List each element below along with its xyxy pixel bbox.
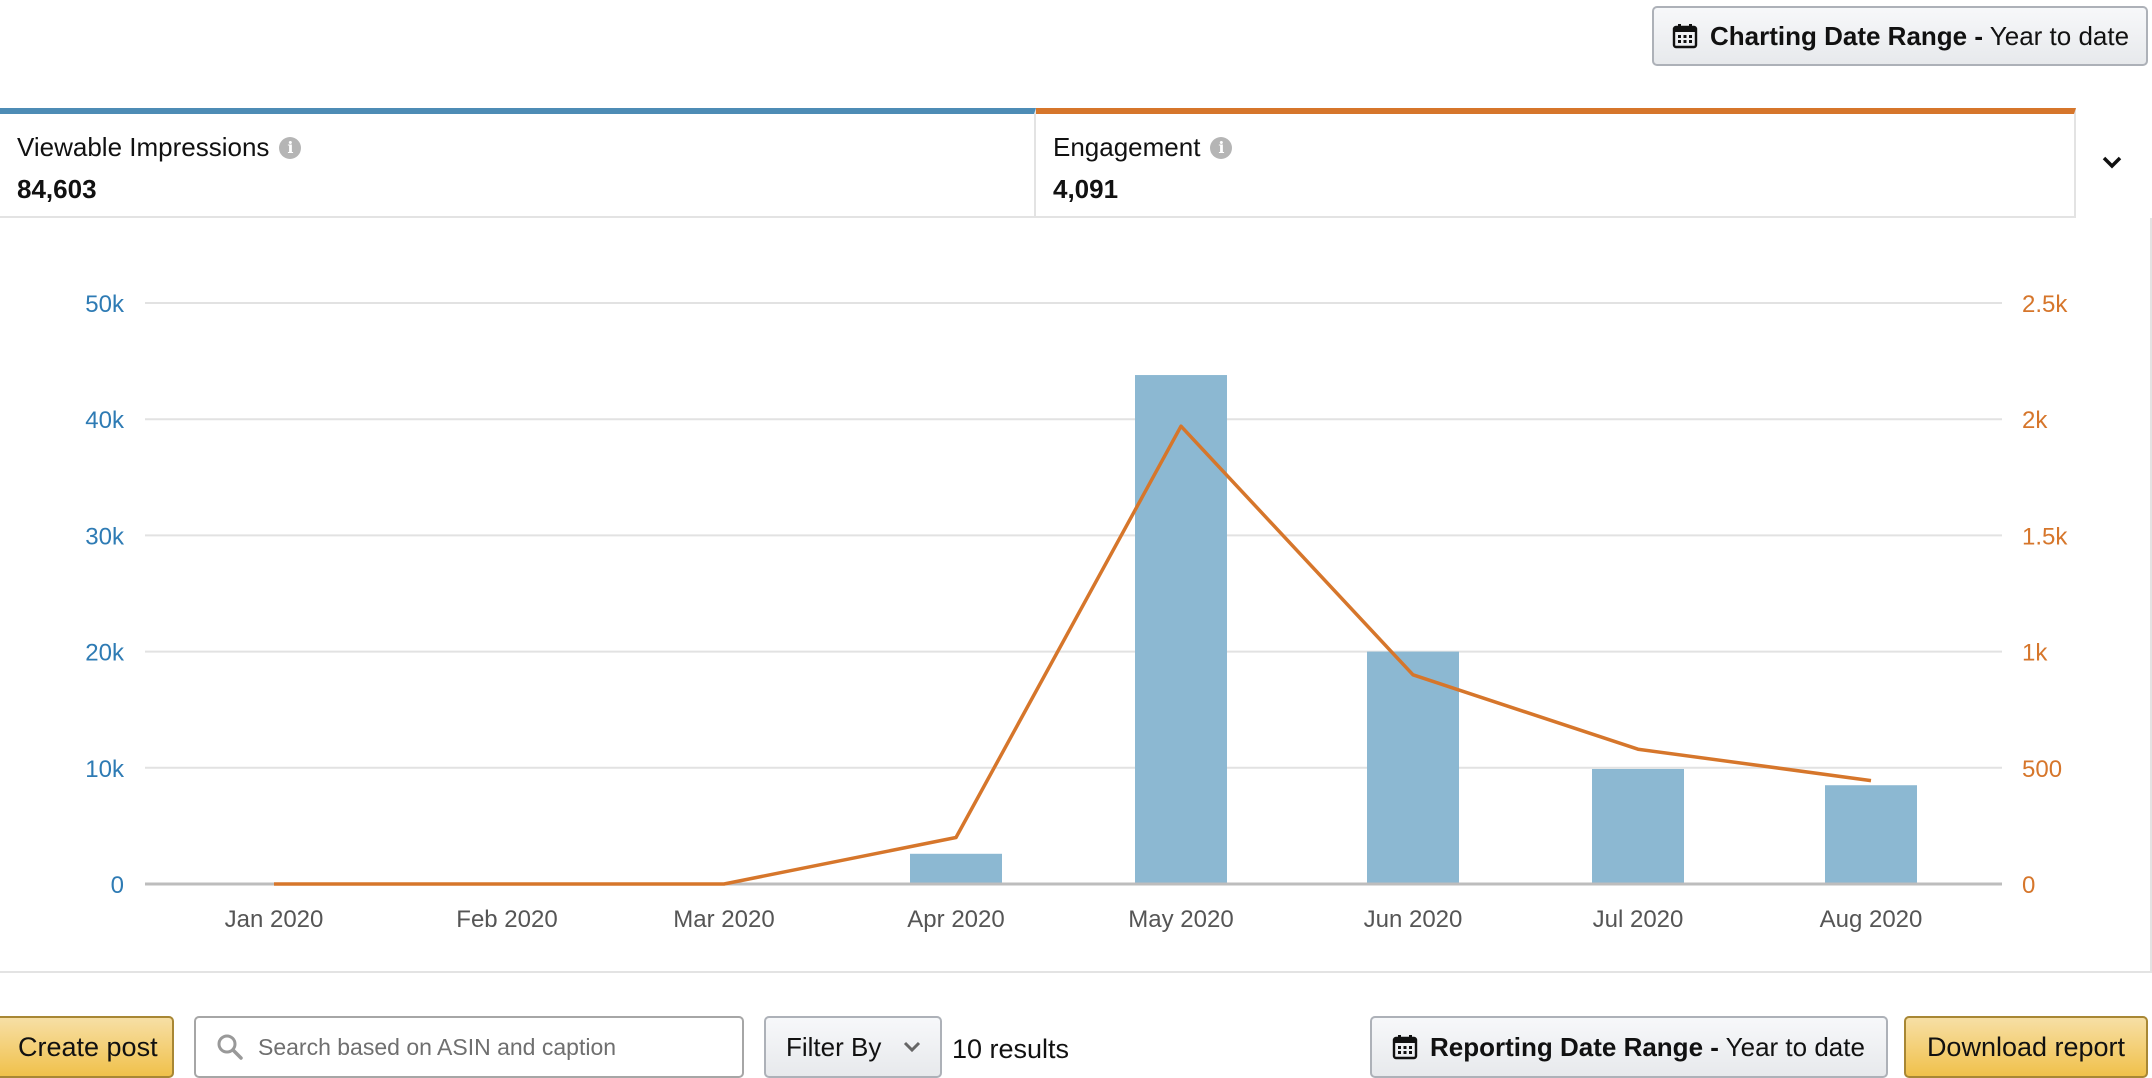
info-icon[interactable]: i xyxy=(279,136,302,159)
engagement-line xyxy=(274,424,1872,886)
reporting-range-label: Reporting Date Range - xyxy=(1430,1031,1719,1062)
bar xyxy=(1367,651,1459,884)
y-right-tick-label: 2.5k xyxy=(2022,291,2068,318)
x-tick-label: Jan 2020 xyxy=(225,906,324,933)
y-right-tick-label: 1k xyxy=(2022,640,2048,667)
search-icon xyxy=(217,1034,243,1060)
bar xyxy=(1592,768,1684,884)
bar xyxy=(1825,785,1917,884)
metric-tab-impressions[interactable]: Viewable Impressions i 84,603 xyxy=(0,108,1036,218)
expand-metrics-toggle[interactable] xyxy=(2090,140,2134,184)
bar xyxy=(1135,375,1227,884)
y-left-tick-label: 20k xyxy=(85,640,125,667)
charting-range-value: Year to date xyxy=(1983,20,2130,51)
info-icon[interactable]: i xyxy=(1210,136,1233,159)
charting-date-range-button[interactable]: Charting Date Range - Year to date xyxy=(1652,6,2148,66)
x-tick-label: May 2020 xyxy=(1128,906,1233,933)
search-input[interactable] xyxy=(258,1033,728,1061)
impressions-label: Viewable Impressions xyxy=(17,132,270,162)
y-right-tick-label: 2k xyxy=(2022,407,2048,434)
y-left-tick-label: 30k xyxy=(85,523,125,550)
filter-by-label: Filter By xyxy=(786,1031,882,1062)
chart-container: 0 0 10k 500 20k 1k 30k 1.5k 40k 2k 50k 2.5k Jan 2020… xyxy=(0,218,2152,973)
filter-by-button[interactable]: Filter By xyxy=(764,1016,942,1078)
x-tick-label: Apr 2020 xyxy=(907,906,1004,933)
x-tick-label: Mar 2020 xyxy=(673,906,774,933)
y-right-tick-label: 0 xyxy=(2022,872,2035,899)
engagement-label: Engagement xyxy=(1053,132,1201,162)
y-left-tick-label: 10k xyxy=(85,756,125,783)
chevron-down-icon xyxy=(2102,156,2122,169)
reporting-range-value: Year to date xyxy=(1718,1031,1865,1062)
y-right-tick-label: 1.5k xyxy=(2022,523,2068,550)
impressions-value: 84,603 xyxy=(17,174,97,204)
x-tick-label: Jul 2020 xyxy=(1593,906,1684,933)
download-report-button[interactable]: Download report xyxy=(1904,1016,2148,1078)
x-tick-label: Feb 2020 xyxy=(456,906,557,933)
x-tick-label: Jun 2020 xyxy=(1364,906,1463,933)
x-tick-label: Aug 2020 xyxy=(1820,906,1923,933)
results-count: 10 results xyxy=(952,1034,1070,1064)
chevron-down-icon xyxy=(904,1041,921,1053)
engagement-value: 4,091 xyxy=(1053,174,1119,204)
bar xyxy=(910,853,1002,884)
y-left-tick-label: 40k xyxy=(85,407,125,434)
bottom-toolbar: Create post Filter By 10 results Reporti… xyxy=(0,1010,2152,1078)
calendar-icon xyxy=(1392,1035,1418,1060)
create-post-button[interactable]: Create post xyxy=(0,1016,174,1078)
y-left-tick-label: 50k xyxy=(85,291,125,318)
metric-tab-engagement[interactable]: Engagement i 4,091 xyxy=(1036,108,2076,218)
reporting-date-range-button[interactable]: Reporting Date Range - Year to date xyxy=(1370,1016,1888,1078)
charting-range-label: Charting Date Range - xyxy=(1710,20,1984,51)
y-left-tick-label: 0 xyxy=(111,872,124,899)
y-right-tick-label: 500 xyxy=(2022,756,2062,783)
combo-chart: 0 0 10k 500 20k 1k 30k 1.5k 40k 2k 50k 2.5k Jan 2020… xyxy=(85,291,2068,933)
calendar-icon xyxy=(1672,24,1698,49)
search-box[interactable] xyxy=(194,1016,744,1078)
